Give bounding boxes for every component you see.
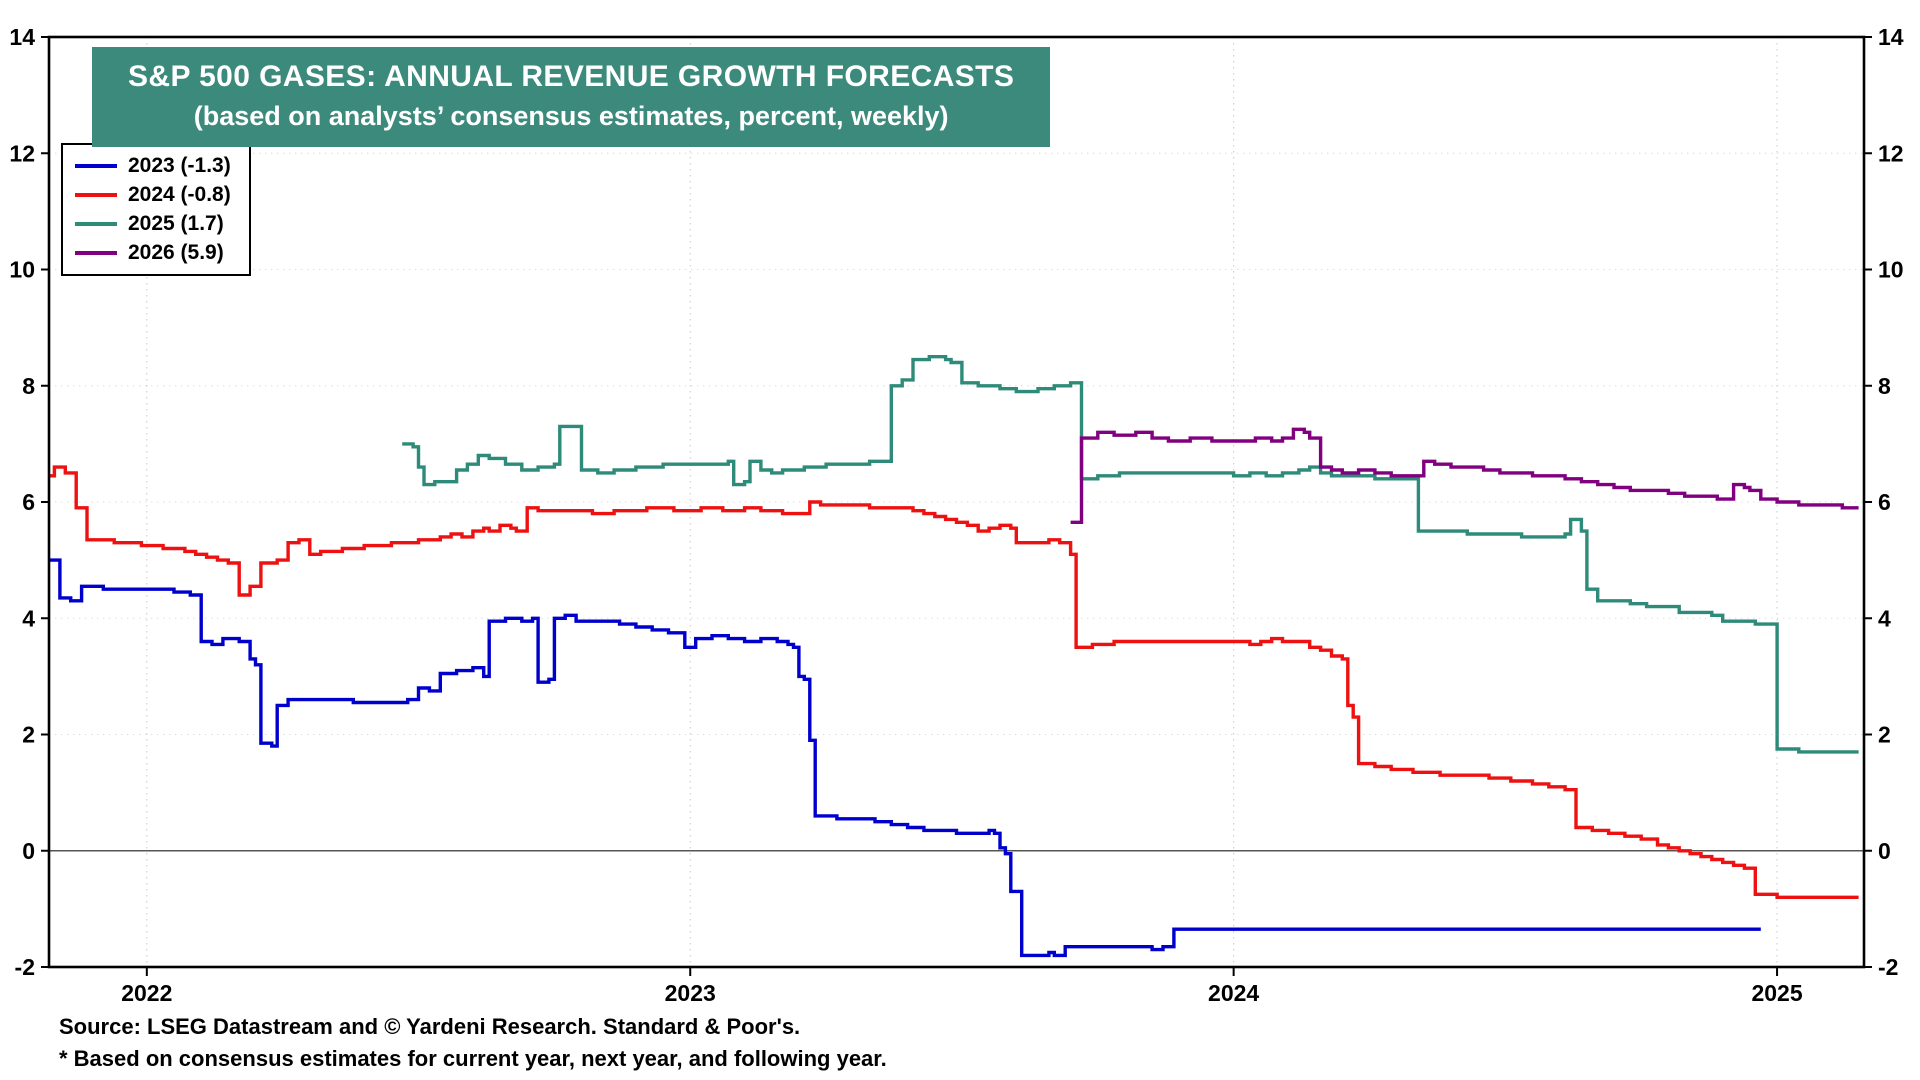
series-line-2026 (1070, 427, 1859, 524)
series-line-2023 (49, 558, 1761, 958)
legend-label: 2023 (-1.3) (128, 154, 231, 177)
x-tick-label: 2024 (1208, 980, 1259, 1005)
chart-canvas: -2 -2 0 0 2 2 4 4 6 6 8 8 10 10 12 12 14 14 2022 2023 2024 20… (9, 24, 1904, 1005)
y-tick-label-left: 10 (9, 257, 35, 283)
y-tick-label-right: 14 (1878, 24, 1904, 50)
y-tick-label-left: 6 (22, 489, 35, 515)
legend-line-swatch (75, 164, 117, 168)
chart-title-box: S&P 500 GASES: ANNUAL REVENUE GROWTH FOR… (92, 47, 1051, 147)
legend-line-swatch (75, 222, 117, 226)
chart-title: S&P 500 GASES: ANNUAL REVENUE GROWTH FOR… (128, 60, 1015, 93)
series-line-2024 (49, 465, 1859, 899)
x-tick-label: 2022 (121, 980, 172, 1005)
legend-label: 2025 (1.7) (128, 212, 224, 235)
legend-item-2026: 2026 (5.9) (75, 241, 231, 265)
x-tick-label: 2023 (665, 980, 716, 1005)
legend-item-2023: 2023 (-1.3) (75, 154, 231, 178)
y-tick-label-right: 2 (1878, 722, 1891, 748)
y-tick-label-right: 10 (1878, 257, 1904, 283)
y-tick-label-right: 0 (1878, 838, 1891, 864)
legend-line-swatch (75, 251, 117, 255)
series-line-2025 (402, 355, 1859, 754)
footnote-text: * Based on consensus estimates for curre… (59, 1046, 887, 1071)
x-tick-label: 2025 (1751, 980, 1802, 1005)
source-text: Source: LSEG Datastream and © Yardeni Re… (59, 1014, 801, 1039)
y-tick-label-right: 12 (1878, 140, 1904, 166)
y-tick-label-right: -2 (1878, 954, 1898, 980)
chart-subtitle: (based on analysts’ consensus estimates,… (193, 101, 949, 131)
y-tick-label-left: -2 (15, 954, 35, 980)
y-tick-label-left: 12 (9, 140, 35, 166)
y-tick-label-left: 14 (9, 24, 35, 50)
y-tick-label-right: 4 (1878, 605, 1891, 631)
y-tick-label-left: 2 (22, 722, 35, 748)
legend-line-swatch (75, 193, 117, 197)
legend-label: 2024 (-0.8) (128, 183, 231, 206)
legend-item-2025: 2025 (1.7) (75, 212, 231, 236)
y-tick-label-right: 8 (1878, 373, 1891, 399)
y-tick-label-left: 0 (22, 838, 35, 864)
legend-item-2024: 2024 (-0.8) (75, 183, 231, 207)
chart-legend: 2023 (-1.3) 2024 (-0.8) 2025 (1.7) 2026 (5.… (61, 143, 251, 276)
y-tick-label-right: 6 (1878, 489, 1891, 515)
y-tick-label-left: 4 (22, 605, 35, 631)
legend-label: 2026 (5.9) (128, 241, 224, 264)
y-tick-label-left: 8 (22, 373, 35, 399)
